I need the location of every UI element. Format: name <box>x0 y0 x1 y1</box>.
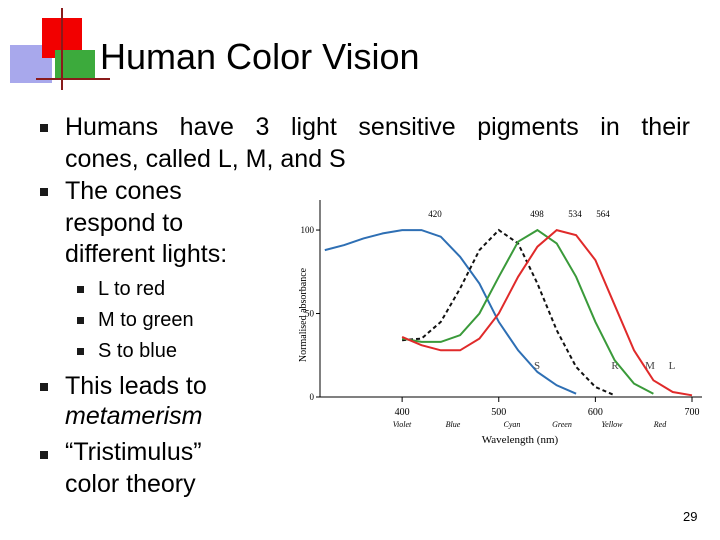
bullet-text: The cones <box>65 177 182 205</box>
y-tick-label: 0 <box>310 392 315 402</box>
series-line <box>401 229 693 397</box>
bullet-text: Humans have 3 light sensitive pigments i… <box>65 113 690 141</box>
bullet-text: metamerism <box>65 402 203 430</box>
bullet <box>40 451 48 459</box>
bullet-text: cones, called L, M, and S <box>65 145 346 173</box>
x-tick-label: 500 <box>491 407 506 418</box>
bullet <box>40 188 48 196</box>
peak-label: 564 <box>596 209 610 219</box>
series-label: R <box>611 360 619 372</box>
bullet-text: respond to <box>65 209 184 237</box>
y-tick-label: 100 <box>301 225 315 235</box>
bullet <box>40 124 48 132</box>
peak-label: 420 <box>428 209 442 219</box>
band-label: Green <box>552 420 572 429</box>
sub-bullet-text: M to green <box>98 309 194 331</box>
band-label: Blue <box>446 420 461 429</box>
sub-bullet-text: S to blue <box>98 340 177 362</box>
series-line <box>401 228 654 395</box>
series-label: L <box>669 360 676 372</box>
bullet-text: This leads to <box>65 372 207 400</box>
y-tick-label: 50 <box>305 309 315 319</box>
page-number: 29 <box>683 509 698 524</box>
sub-bullet <box>77 317 84 324</box>
x-tick-label: 600 <box>588 407 603 418</box>
y-axis-label: Normalised absorbance <box>298 267 309 362</box>
band-label: Yellow <box>601 420 623 429</box>
series-label: M <box>645 360 655 372</box>
series-line <box>402 228 616 397</box>
peak-label: 498 <box>530 209 544 219</box>
band-label: Red <box>653 420 667 429</box>
sub-bullet <box>77 286 84 293</box>
bullet <box>40 383 48 391</box>
bullet-text: color theory <box>65 470 196 498</box>
x-axis-label: Wavelength (nm) <box>482 434 559 446</box>
peak-label: 534 <box>568 209 582 219</box>
band-label: Violet <box>393 420 412 429</box>
sub-bullet <box>77 348 84 355</box>
slide-title: Human Color Vision <box>100 36 420 77</box>
x-tick-label: 700 <box>685 407 700 418</box>
series-line <box>324 229 577 395</box>
sub-bullet-text: L to red <box>98 278 166 300</box>
series-label: S <box>534 360 540 372</box>
x-tick-label: 400 <box>395 407 410 418</box>
bullet-text: “Tristimulus” <box>65 438 202 466</box>
bullet-text: different lights: <box>65 240 228 268</box>
band-label: Cyan <box>504 420 521 429</box>
